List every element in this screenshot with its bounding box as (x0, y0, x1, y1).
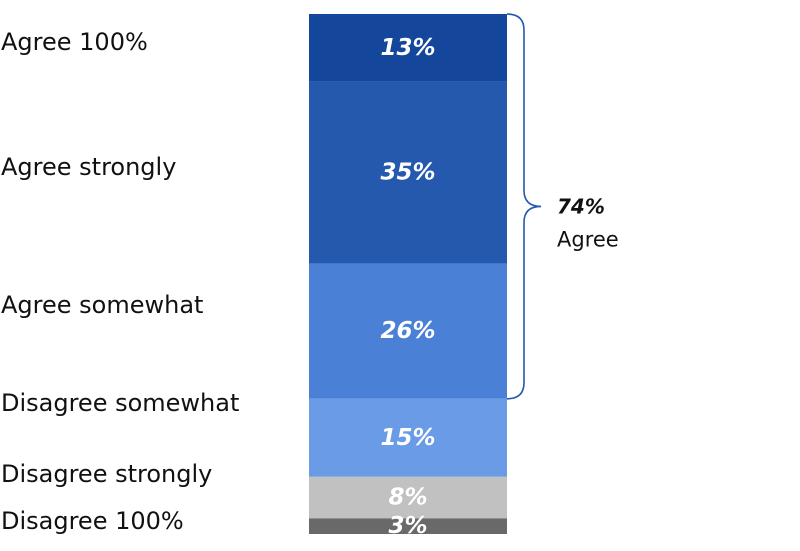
category-label-agree-somewhat: Agree somewhat (1, 291, 203, 319)
bar-segments (309, 14, 507, 534)
category-labels: Agree 100% Agree strongly Agree somewhat Di… (1, 28, 239, 535)
bar-segment-agree-100 (309, 14, 507, 82)
bar-segment-disagree-100 (309, 518, 507, 534)
value-label-agree-100: 13% (380, 35, 435, 61)
category-label-agree-strongly: Agree strongly (1, 153, 176, 181)
bar-segment-agree-somewhat (309, 263, 507, 399)
bar-segment-disagree-strongly (309, 476, 507, 519)
value-label-disagree-somewhat: 15% (380, 425, 435, 451)
category-label-agree-100: Agree 100% (1, 28, 148, 56)
value-label-disagree-100: 3% (388, 513, 427, 539)
bar-segment-agree-strongly (309, 81, 507, 264)
category-label-disagree-strongly: Disagree strongly (1, 460, 212, 488)
agree-total-value: 74% (557, 194, 605, 218)
brace-shape (506, 13, 542, 400)
value-label-agree-strongly: 35% (380, 160, 435, 186)
agree-total-label: Agree (557, 227, 619, 251)
agree-bracket: 74% Agree (506, 13, 619, 400)
value-labels: 13% 35% 26% 15% 8%3% (380, 35, 435, 539)
category-label-disagree-100: Disagree 100% (1, 507, 184, 535)
value-label-agree-somewhat: 26% (380, 318, 435, 344)
value-label-disagree-strongly: 8% (388, 485, 427, 511)
bar-segment-disagree-somewhat (309, 398, 507, 477)
category-label-disagree-somewhat: Disagree somewhat (1, 389, 239, 417)
